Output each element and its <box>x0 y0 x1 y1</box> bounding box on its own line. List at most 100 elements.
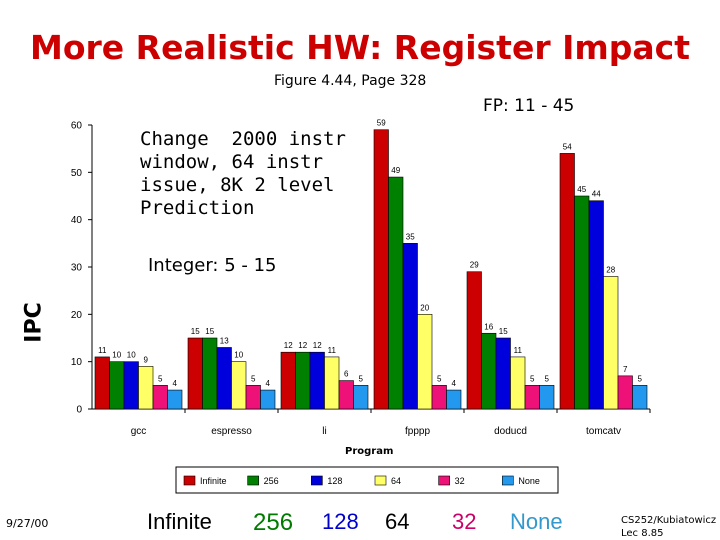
bar-value-label: 5 <box>437 374 442 383</box>
bar-value-label: 20 <box>420 303 429 312</box>
bar-gcc-64 <box>138 366 154 410</box>
bar-gcc-infinite <box>94 356 110 410</box>
x-category-label: espresso <box>211 426 252 437</box>
legend-label-128: 128 <box>327 476 342 486</box>
bar-gcc-256 <box>109 361 125 410</box>
legend-swatch-128 <box>311 475 323 486</box>
configuration-note: Change 2000 instr window, 64 instr issue… <box>140 128 346 219</box>
y-tick-label: 40 <box>71 215 83 226</box>
slide-credit: CS252/Kubiatowicz Lec 8.85 <box>621 515 717 539</box>
bar-doducd-infinite <box>466 271 482 410</box>
bar-value-label: 10 <box>112 351 121 360</box>
bar-value-label: 13 <box>220 336 229 345</box>
slide-date: 9/27/00 <box>6 517 49 530</box>
figure-reference: Figure 4.44, Page 328 <box>274 73 427 89</box>
bar-value-label: 11 <box>98 346 107 355</box>
bar-value-label: 45 <box>577 185 586 194</box>
y-tick-label: 20 <box>71 310 83 321</box>
bar-value-label: 5 <box>359 374 364 383</box>
bar-doducd-256 <box>481 332 497 410</box>
bar-value-label: 5 <box>158 374 163 383</box>
bar-espresso-32 <box>245 385 261 410</box>
bar-li-256 <box>295 351 311 410</box>
bar-fpppp-32 <box>431 385 447 410</box>
bar-value-label: 7 <box>623 365 628 374</box>
bar-value-label: 35 <box>406 232 415 241</box>
fp-range-label: FP: 11 - 45 <box>483 96 575 116</box>
bar-value-label: 49 <box>391 166 400 175</box>
legend-box <box>175 466 559 494</box>
bar-value-label: 54 <box>563 142 572 151</box>
bar-doducd-64 <box>510 356 526 410</box>
bar-value-label: 4 <box>452 379 457 388</box>
bar-value-label: 28 <box>606 265 615 274</box>
bar-tomcatv-128 <box>588 200 604 410</box>
y-tick-label: 0 <box>76 405 82 416</box>
bar-espresso-256 <box>202 337 218 410</box>
y-tick-label: 10 <box>71 357 83 368</box>
bar-value-label: 5 <box>545 374 550 383</box>
legend-label-256: 256 <box>264 476 279 486</box>
bar-value-label: 29 <box>470 261 479 270</box>
bar-espresso-64 <box>231 361 247 410</box>
bar-doducd-32 <box>524 385 540 410</box>
bar-tomcatv-none <box>632 385 648 410</box>
legend-label-none: None <box>518 476 540 486</box>
bar-value-label: 15 <box>499 327 508 336</box>
bar-value-label: 5 <box>251 374 256 383</box>
bar-gcc-32 <box>152 385 168 410</box>
bar-gcc-none <box>167 389 183 410</box>
x-category-label: gcc <box>131 426 147 437</box>
bar-value-label: 10 <box>234 351 243 360</box>
y-tick-label: 50 <box>71 168 83 179</box>
bottom-legend-infinite: Infinite <box>147 509 212 534</box>
bottom-legend-none: None <box>510 509 563 534</box>
x-category-label: fpppp <box>405 426 430 437</box>
bar-fpppp-64 <box>417 314 433 410</box>
chart-legend: Infinite 256 128 64 32 None <box>175 466 559 494</box>
bar-value-label: 11 <box>328 346 337 355</box>
bar-li-infinite <box>280 351 296 410</box>
bar-value-label: 4 <box>173 379 178 388</box>
bar-fpppp-256 <box>388 176 404 410</box>
bottom-legend-256: 256 <box>253 509 294 536</box>
bar-doducd-none <box>539 385 555 410</box>
bar-value-label: 5 <box>530 374 535 383</box>
bar-value-label: 10 <box>127 351 136 360</box>
bar-value-label: 12 <box>313 341 322 350</box>
legend-label-32: 32 <box>455 476 465 486</box>
legend-swatch-256 <box>247 475 259 486</box>
bar-espresso-128 <box>216 347 232 410</box>
y-tick-label: 60 <box>71 121 83 132</box>
bar-tomcatv-infinite <box>559 153 575 410</box>
y-tick-label: 30 <box>71 263 83 274</box>
x-category-label: doducd <box>494 426 527 437</box>
bar-tomcatv-256 <box>574 195 590 410</box>
bar-fpppp-none <box>446 389 462 410</box>
integer-range-label: Integer: 5 - 15 <box>148 255 277 276</box>
bar-li-32 <box>338 380 354 410</box>
bottom-legend-128: 128 <box>322 509 359 534</box>
bar-tomcatv-32 <box>617 375 633 410</box>
bar-value-label: 12 <box>284 341 293 350</box>
bar-li-128 <box>309 351 325 410</box>
legend-label-infinite: Infinite <box>200 476 227 486</box>
bar-value-label: 15 <box>191 327 200 336</box>
bar-li-none <box>353 385 369 410</box>
bottom-legend-32: 32 <box>452 509 477 534</box>
bar-espresso-none <box>260 389 276 410</box>
bar-fpppp-128 <box>402 243 418 410</box>
bar-value-label: 5 <box>638 374 643 383</box>
y-axis-label: IPC <box>21 302 47 343</box>
bar-value-label: 12 <box>298 341 307 350</box>
bar-value-label: 11 <box>514 346 523 355</box>
slide-title: More Realistic HW: Register Impact <box>30 28 690 67</box>
bottom-legend-64: 64 <box>385 509 410 534</box>
legend-swatch-infinite <box>183 475 196 486</box>
bar-value-label: 4 <box>266 379 271 388</box>
legend-swatch-32 <box>438 475 450 486</box>
legend-swatch-64 <box>374 475 387 486</box>
